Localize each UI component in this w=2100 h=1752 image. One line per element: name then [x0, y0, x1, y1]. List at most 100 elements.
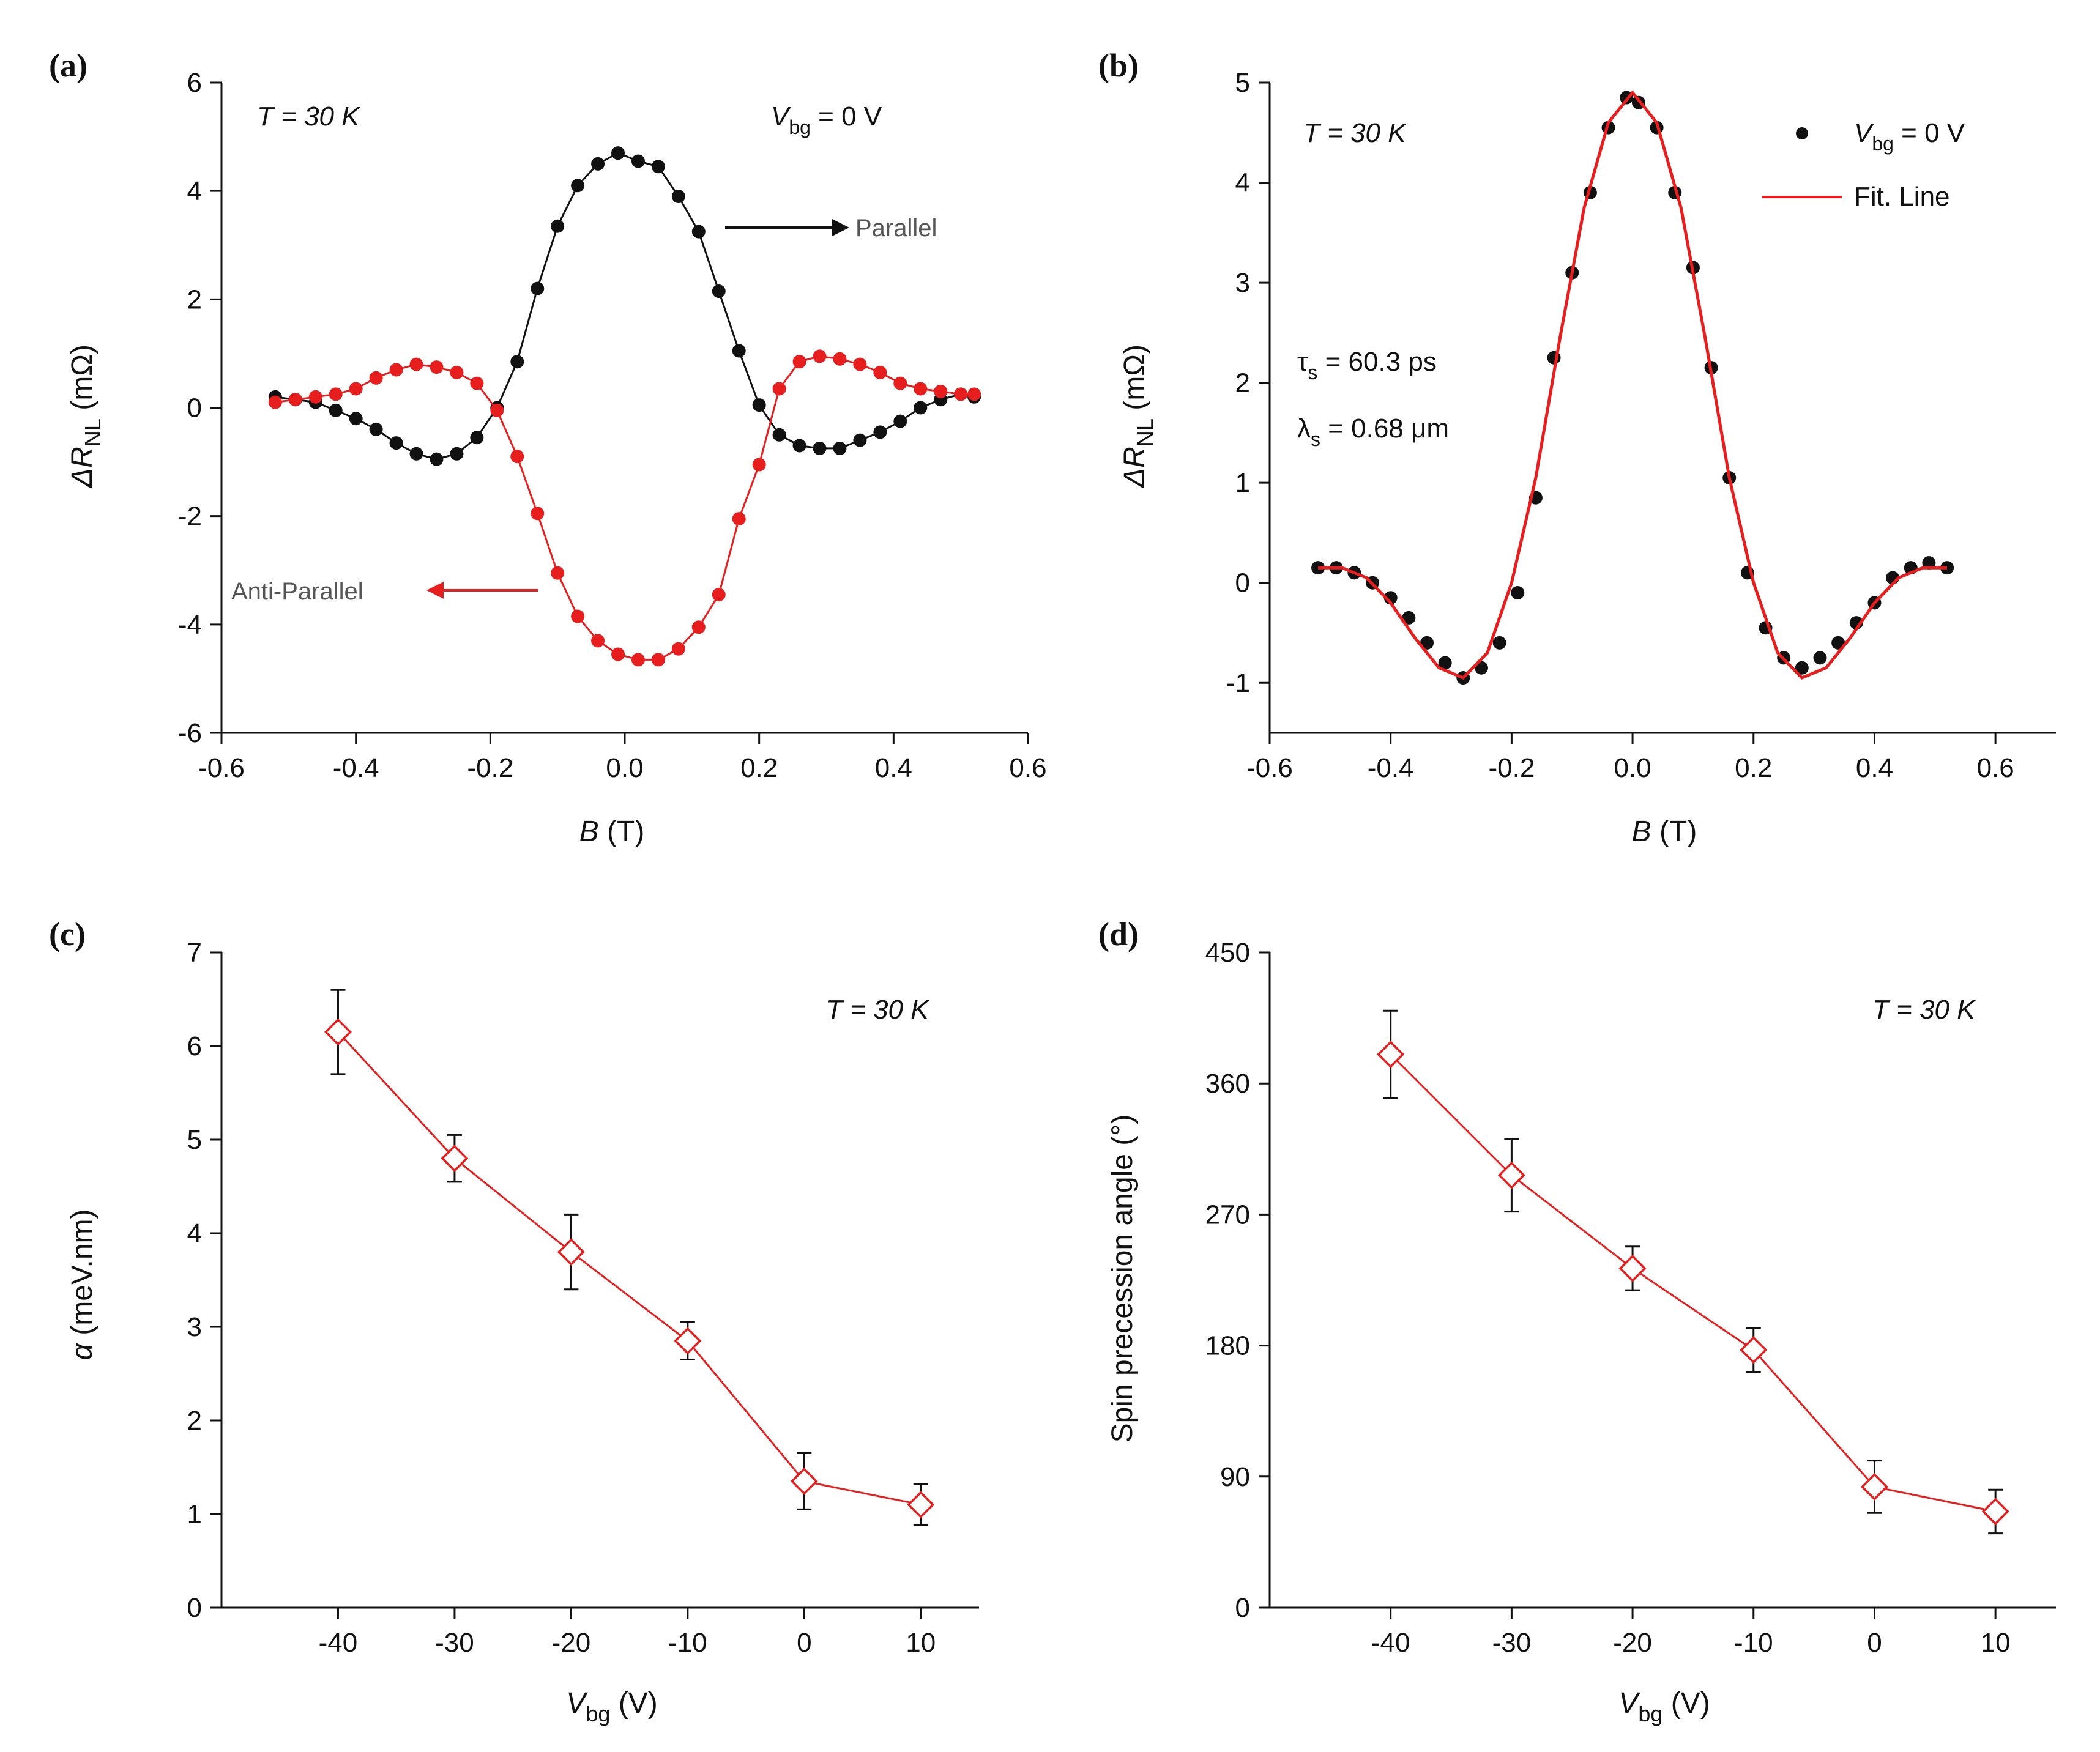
y-tick-label: 1: [187, 1499, 202, 1529]
x-tick-label: 0.6: [1009, 753, 1046, 783]
legend-label-data: Vbg = 0 V: [1854, 118, 1965, 155]
data-point: [591, 634, 605, 648]
data-point: [1922, 555, 1936, 570]
data-point-diamond: [674, 1327, 702, 1355]
data-point: [833, 441, 847, 455]
legend-label-fit: Fit. Line: [1854, 182, 1950, 212]
data-point: [470, 431, 484, 445]
data-point: [389, 363, 403, 377]
y-tick-label: 4: [187, 1219, 202, 1249]
series-line-fit-line: [1318, 90, 1948, 680]
data-point: [1402, 611, 1416, 625]
data-point: [712, 588, 726, 602]
panel-label-c: (c): [49, 916, 86, 952]
data-point: [329, 387, 343, 401]
data-point: [430, 360, 444, 374]
y-tick-label: 1: [1235, 468, 1250, 498]
data-point: [853, 357, 867, 371]
annotation-temperature-d: T = 30 K: [1872, 995, 1976, 1025]
antiparallel-label: Anti-Parallel: [231, 578, 363, 605]
data-point: [308, 390, 322, 404]
y-tick-label: 5: [1235, 68, 1250, 98]
data-point: [611, 647, 625, 661]
panel-label-b: (b): [1098, 47, 1139, 84]
y-tick-label: 7: [187, 938, 202, 968]
series-line-parallel: [275, 152, 975, 461]
data-point-diamond: [1497, 1161, 1525, 1189]
x-tick-label: 0.2: [740, 753, 778, 783]
x-tick-label: -30: [1492, 1628, 1532, 1658]
y-tick-label: -6: [178, 718, 202, 748]
data-point: [551, 219, 565, 233]
data-point: [631, 154, 645, 168]
x-tick-label: -0.6: [1246, 753, 1293, 783]
data-point: [450, 365, 464, 379]
x-tick-label: -10: [1734, 1628, 1773, 1658]
data-point: [772, 428, 786, 442]
data-point: [813, 441, 827, 455]
x-tick-label: -0.6: [198, 753, 245, 783]
y-tick-label: 270: [1205, 1200, 1250, 1230]
data-point: [691, 225, 706, 239]
data-point-diamond: [1740, 1336, 1768, 1364]
data-point: [490, 403, 504, 417]
data-point: [288, 393, 302, 407]
data-point-diamond: [1377, 1041, 1405, 1069]
x-axis-title-a: B (T): [579, 815, 645, 848]
data-point: [611, 146, 625, 160]
data-point: [712, 284, 726, 299]
data-point: [853, 433, 867, 447]
data-point: [409, 447, 423, 461]
y-tick-label: 180: [1205, 1331, 1250, 1361]
y-tick-label: 4: [187, 176, 202, 206]
series-line-anti-parallel: [275, 355, 975, 661]
x-tick-label: 0.4: [1856, 753, 1893, 783]
parallel-arrow-head: [832, 219, 849, 236]
data-point: [792, 355, 806, 369]
data-point: [1438, 656, 1452, 670]
annotation-temperature-c: T = 30 K: [826, 995, 929, 1025]
data-point: [691, 620, 706, 634]
y-tick-label: -2: [178, 502, 202, 532]
annotation-temperature-a: T = 30 K: [257, 102, 360, 132]
y-tick-label: 450: [1205, 938, 1250, 968]
x-tick-label: -40: [319, 1628, 358, 1658]
y-tick-label: 6: [187, 68, 202, 98]
data-point: [1420, 636, 1434, 650]
annotation-tau: τs = 60.3 ps: [1297, 347, 1437, 384]
x-tick-label: -40: [1371, 1628, 1410, 1658]
data-point: [1311, 561, 1325, 575]
data-point: [813, 349, 827, 363]
antiparallel-arrow-head: [426, 582, 444, 599]
x-tick-label: -0.2: [467, 753, 513, 783]
y-axis-title-c: α (meV.nm): [66, 1209, 99, 1360]
data-point: [510, 355, 524, 369]
x-tick-label: 0: [1867, 1628, 1882, 1658]
y-tick-label: 0: [187, 393, 202, 423]
x-tick-label: 0.6: [1977, 753, 2014, 783]
y-tick-label: 3: [187, 1312, 202, 1342]
data-point: [671, 642, 685, 656]
y-tick-label: 0: [1235, 1593, 1250, 1623]
data-point-diamond: [1860, 1472, 1888, 1501]
panel-label-d: (d): [1098, 916, 1139, 952]
data-point: [470, 376, 484, 390]
annotation-vbg-a: Vbg = 0 V: [771, 102, 882, 138]
data-point: [792, 439, 806, 453]
series-line-spin-precession-angle: [1390, 1053, 1996, 1513]
y-axis-title-a: ΔRNL (mΩ): [66, 344, 105, 488]
y-tick-label: -1: [1226, 668, 1250, 698]
y-tick-label: 360: [1205, 1069, 1250, 1099]
data-point: [531, 281, 545, 295]
y-tick-label: 0: [1235, 568, 1250, 598]
data-point: [732, 344, 746, 358]
data-point: [873, 365, 887, 379]
panel-d: (d) T = 30 K Vbg (V) Spin precession ang…: [1098, 916, 2056, 1726]
data-point: [369, 422, 383, 436]
x-tick-label: 0.2: [1735, 753, 1772, 783]
data-point: [329, 403, 343, 417]
y-tick-label: 2: [187, 1406, 202, 1436]
data-point: [954, 387, 968, 401]
data-point: [349, 412, 363, 426]
x-axis-title-c: Vbg (V): [566, 1687, 657, 1726]
